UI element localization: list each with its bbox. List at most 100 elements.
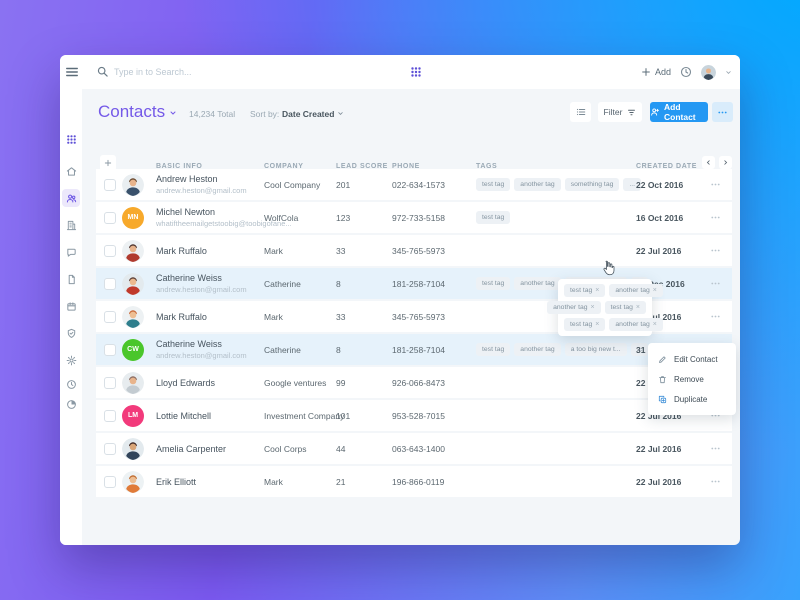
tag[interactable]: test tag ×: [564, 284, 606, 297]
row-checkbox[interactable]: [104, 376, 116, 389]
tag[interactable]: a too big new t...: [564, 343, 627, 356]
tag[interactable]: test tag ×: [564, 318, 606, 331]
company-cell: Mark: [264, 245, 283, 256]
sidebar-item-messages[interactable]: [62, 243, 80, 261]
row-actions-button[interactable]: [704, 400, 726, 431]
sidebar-item-companies[interactable]: [62, 216, 80, 234]
phone-cell: 953-528-7015: [392, 410, 445, 421]
basic-info-cell: Mark Ruffalo: [156, 301, 207, 332]
tags-cell: test tag another tag something tag...: [476, 169, 642, 200]
add-row-button[interactable]: [100, 155, 116, 171]
filter-button[interactable]: Filter: [598, 102, 642, 122]
col-tags: TAGS: [476, 163, 498, 170]
contact-name: Amelia Carpenter: [156, 443, 227, 454]
company-cell: Mark: [264, 311, 283, 322]
company-cell: WolfCola: [264, 212, 299, 223]
tag[interactable]: test tag: [476, 277, 511, 290]
table-row[interactable]: MN Michel Newton whatiftheemailgetstoobig@…: [96, 202, 732, 233]
file-icon: [66, 274, 77, 285]
row-actions-button[interactable]: [704, 235, 726, 266]
sidebar-item-tasks[interactable]: [62, 324, 80, 342]
tag[interactable]: another tag: [514, 277, 561, 290]
remove-tag-icon[interactable]: ×: [595, 287, 600, 294]
col-basic-info: BASIC INFO: [156, 163, 203, 170]
remove-tag-icon[interactable]: ×: [595, 321, 600, 328]
clock-icon[interactable]: [680, 66, 692, 78]
tags-overflow-button[interactable]: ...: [630, 343, 649, 356]
row-actions-button[interactable]: [704, 433, 726, 464]
company-cell: Mark: [264, 476, 283, 487]
row-actions-button[interactable]: [704, 301, 726, 332]
tag[interactable]: another tag: [514, 178, 561, 191]
contact-name: Michel Newton: [156, 207, 216, 217]
remove-tag-icon[interactable]: ×: [652, 321, 657, 328]
sidebar-item-calendar[interactable]: [62, 297, 80, 315]
row-actions-button[interactable]: [704, 169, 726, 200]
user-avatar[interactable]: [701, 64, 716, 80]
tag[interactable]: something tag: [564, 178, 620, 191]
sidebar-item-settings[interactable]: [62, 351, 80, 369]
table-row[interactable]: Lloyd Edwards Google ventures 99 926-066-84…: [96, 367, 732, 398]
remove-tag-icon[interactable]: ×: [590, 304, 595, 311]
table-row[interactable]: Amelia Carpenter Cool Corps 44 063-643-1400…: [96, 433, 732, 464]
page-title[interactable]: Contacts: [98, 102, 177, 122]
next-page-button[interactable]: [719, 156, 732, 169]
table-row[interactable]: Erik Elliott Mark 21 196-866-0119 22 Jul 201…: [96, 466, 732, 497]
row-checkbox[interactable]: [104, 310, 116, 323]
remove-tag-icon[interactable]: ×: [635, 304, 640, 311]
sidebar-item-home[interactable]: [62, 162, 80, 180]
sidebar-item-contacts[interactable]: [62, 189, 80, 207]
context-menu-remove[interactable]: Remove: [648, 369, 736, 389]
row-checkbox[interactable]: [104, 178, 116, 191]
created-date-cell: 31 Dec 2016: [636, 278, 685, 289]
row-checkbox[interactable]: [104, 343, 116, 356]
context-menu-edit-contact[interactable]: Edit Contact: [648, 349, 736, 369]
row-checkbox[interactable]: [104, 244, 116, 257]
search-input[interactable]: [114, 62, 334, 82]
sidebar-item-history[interactable]: [62, 375, 80, 393]
tag[interactable]: another tag ×: [609, 318, 663, 331]
table-row[interactable]: Andrew Heston andrew.heston@gmail.com Cool…: [96, 169, 732, 200]
row-actions-button[interactable]: [704, 268, 726, 299]
tag[interactable]: test tag ×: [604, 301, 646, 314]
sidebar-item-apps[interactable]: [62, 130, 80, 148]
sort-by-select[interactable]: Date Created: [282, 109, 344, 119]
tag[interactable]: another tag: [514, 343, 561, 356]
more-options-button[interactable]: [712, 102, 733, 122]
prev-page-button[interactable]: [702, 156, 715, 169]
table-header: BASIC INFO COMPANY LEAD SCORE PHONE TAGS…: [96, 131, 732, 171]
row-checkbox[interactable]: [104, 277, 116, 290]
app-grid-icon[interactable]: [410, 66, 422, 78]
tag[interactable]: test tag: [476, 178, 511, 191]
row-checkbox[interactable]: [104, 409, 116, 422]
tag[interactable]: test tag: [476, 211, 511, 224]
sidebar-item-documents[interactable]: [62, 270, 80, 288]
context-menu-duplicate[interactable]: Duplicate: [648, 389, 736, 409]
row-actions-button[interactable]: [704, 202, 726, 233]
pencil-icon: [658, 355, 667, 364]
menu-icon[interactable]: [65, 65, 79, 79]
row-actions-button[interactable]: [704, 466, 726, 497]
row-checkbox[interactable]: [104, 442, 116, 455]
phone-cell: 345-765-5973: [392, 311, 445, 322]
avatar: [122, 470, 144, 493]
add-contact-button[interactable]: Add Contact: [650, 102, 708, 122]
tags-cell: test tag: [476, 202, 511, 233]
chevron-down-icon[interactable]: [725, 69, 732, 76]
tags-overflow-button[interactable]: ...: [623, 178, 642, 191]
row-context-menu: Edit Contact Remove Duplicate: [648, 343, 736, 415]
tag[interactable]: another tag ×: [609, 284, 663, 297]
add-button[interactable]: Add: [641, 67, 671, 77]
row-checkbox[interactable]: [104, 211, 116, 224]
filter-icon: [627, 108, 636, 117]
row-checkbox[interactable]: [104, 475, 116, 488]
created-date-cell: 16 Oct 2016: [636, 212, 684, 223]
remove-tag-icon[interactable]: ×: [652, 287, 657, 294]
list-view-button[interactable]: [570, 102, 591, 122]
sidebar-item-reports[interactable]: [62, 395, 80, 413]
table-row[interactable]: CW Catherine Weiss andrew.heston@gmail.com…: [96, 334, 732, 365]
tag[interactable]: test tag: [476, 343, 511, 356]
table-row[interactable]: LM Lottie Mitchell Investment Company 101 95…: [96, 400, 732, 431]
tag[interactable]: another tag ×: [547, 301, 601, 314]
table-row[interactable]: Mark Ruffalo Mark 33 345-765-5973 22 Jul 201…: [96, 235, 732, 266]
